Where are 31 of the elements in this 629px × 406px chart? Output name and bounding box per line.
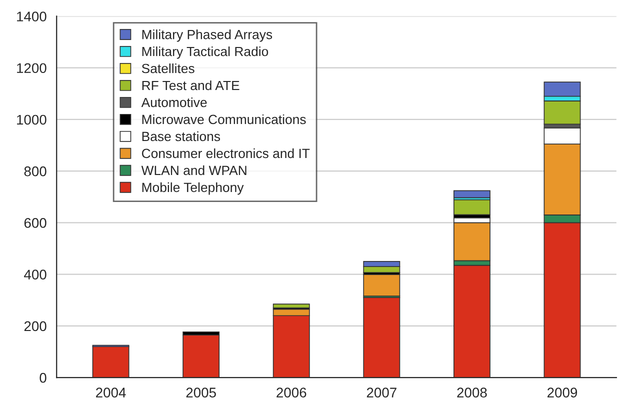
legend-label: Base stations — [142, 131, 220, 142]
bar — [92, 346, 130, 378]
bar — [453, 222, 490, 262]
y-tick-label: 200 — [24, 321, 46, 332]
y-tick-label: 400 — [24, 270, 46, 280]
legend-label: RF Test and ATE — [142, 80, 240, 90]
y-tick-label: 800 — [24, 166, 46, 176]
x-tick-label: 2009 — [547, 388, 578, 398]
legend-label: Military Phased Arrays — [142, 30, 272, 42]
x-tick-label: 2008 — [457, 388, 487, 398]
x-tick-label: 2007 — [366, 388, 396, 398]
x-tick-label: 2006 — [276, 388, 306, 398]
bar — [453, 199, 490, 216]
legend-label: Satellites — [142, 63, 194, 74]
bar — [453, 190, 490, 198]
y-tick-label: 0 — [40, 372, 46, 383]
x-tick-label: 2005 — [186, 388, 216, 398]
legend-label: Mobile Telephony — [142, 182, 244, 195]
bar — [453, 264, 490, 378]
legend-label: Military Tactical Radio — [142, 46, 268, 59]
y-tick-label: 1000 — [17, 114, 46, 125]
y-tick-label: 1400 — [17, 12, 46, 22]
bar — [544, 100, 581, 125]
legend-label: Automotive — [141, 97, 207, 108]
legend-label: Consumer electronics and IT — [142, 148, 310, 158]
bar — [182, 334, 220, 378]
legend-label: WLAN and WPAN — [141, 165, 246, 176]
x-tick-label: 2004 — [96, 388, 126, 398]
y-tick-label: 600 — [24, 218, 46, 228]
legend-label: Microwave Communications — [142, 114, 306, 124]
y-tick-label: 1200 — [17, 63, 46, 74]
